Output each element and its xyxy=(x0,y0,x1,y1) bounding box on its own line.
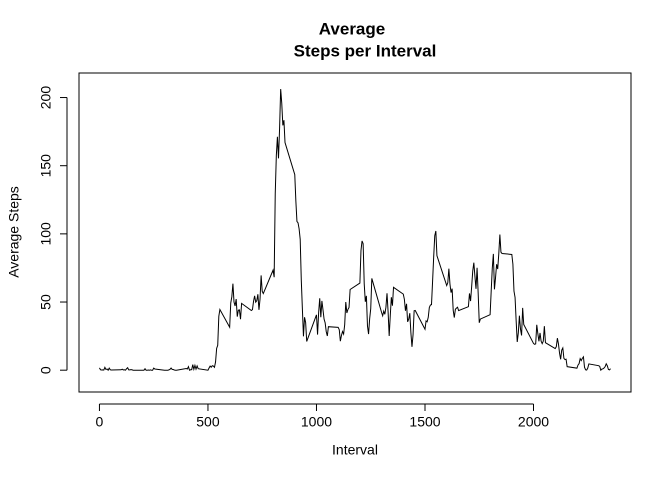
x-tick-label: 1500 xyxy=(409,414,440,430)
y-axis-label: Average Steps xyxy=(6,186,22,278)
y-tick-label: 100 xyxy=(38,222,54,246)
y-tick-label: 200 xyxy=(38,86,54,110)
chart-title: Average xyxy=(319,19,385,38)
y-tick-label: 150 xyxy=(38,154,54,178)
line xyxy=(99,89,611,372)
y-tick-label: 0 xyxy=(38,366,54,374)
x-tick-label: 1000 xyxy=(301,414,332,430)
y-tick-label: 50 xyxy=(38,294,54,310)
x-tick-label: 500 xyxy=(196,414,220,430)
x-tick-label: 0 xyxy=(96,414,104,430)
plot-box xyxy=(78,72,632,393)
x-axis-label: Interval xyxy=(332,442,378,458)
chart-title: Steps per Interval xyxy=(294,41,437,60)
x-tick-label: 2000 xyxy=(518,414,549,430)
